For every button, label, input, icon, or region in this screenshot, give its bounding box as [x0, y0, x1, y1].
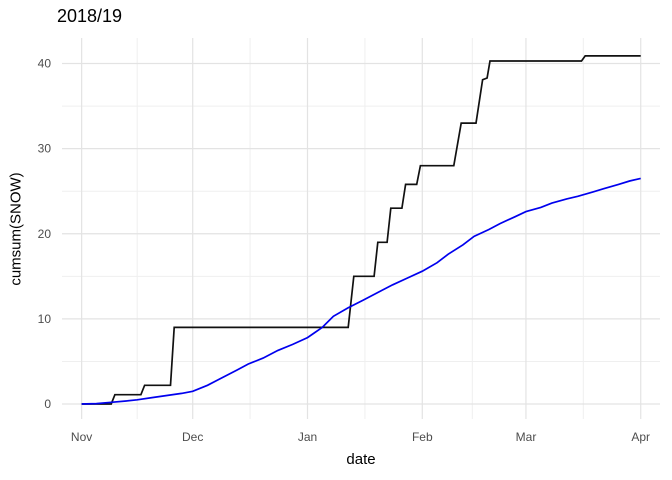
y-tick-label: 30 [38, 142, 52, 156]
y-tick-label: 0 [44, 397, 51, 411]
x-tick-label: Feb [412, 430, 433, 444]
y-tick-label: 40 [38, 57, 52, 71]
y-tick-label: 10 [38, 312, 52, 326]
x-tick-label: Mar [516, 430, 537, 444]
axis-tick-labels: Nov Dec Jan Feb Mar Apr 0 10 20 30 40 [38, 57, 650, 445]
plot-title: 2018/19 [57, 6, 123, 26]
x-axis-title: date [346, 451, 376, 468]
data-series [81, 55, 641, 405]
minor-gridlines [62, 38, 660, 419]
x-tick-label: Dec [182, 430, 203, 444]
x-tick-label: Apr [631, 430, 650, 444]
series-line-smooth-average-cumulative-snow [81, 177, 641, 405]
major-gridlines [62, 38, 660, 419]
y-axis-title: cumsum(SNOW) [7, 172, 25, 286]
x-tick-label: Nov [71, 430, 92, 444]
y-tick-label: 20 [38, 227, 52, 241]
series-line-season-2018-19-cumulative-snow [81, 55, 641, 405]
x-tick-label: Jan [298, 430, 317, 444]
